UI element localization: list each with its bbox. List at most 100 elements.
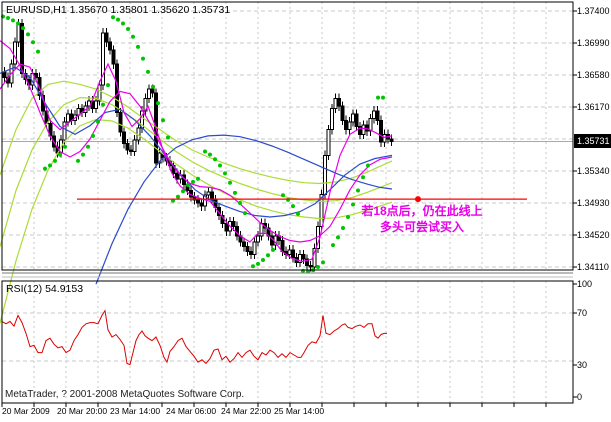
metaquotes-watermark: MetaTrader, ? 2001-2008 MetaQuotes Softw…	[5, 389, 245, 400]
ma-greenyellow-2	[0, 96, 393, 247]
candle-body	[62, 121, 67, 141]
candle-body	[361, 124, 366, 135]
sar-dot	[26, 32, 30, 37]
sar-dot	[346, 215, 350, 220]
sar-dot	[233, 190, 237, 195]
sar-dot	[381, 95, 385, 100]
candle-body	[287, 249, 292, 256]
candle-body	[343, 119, 348, 131]
sar-dot	[223, 171, 227, 176]
sar-dot	[16, 21, 20, 26]
price-axis-label: 1.36170	[577, 102, 610, 112]
trade-note-line1: 若18点后，仍在此线上	[361, 204, 483, 218]
candle-body	[365, 124, 370, 132]
sar-dot	[48, 163, 52, 168]
candle-body	[319, 193, 324, 227]
sar-dot	[36, 49, 40, 54]
rsi-indicator-label: RSI(12) 54.9153	[6, 283, 84, 295]
ma-greenyellow-3	[0, 118, 393, 324]
rsi-axis-label: 0	[577, 392, 583, 402]
sar-dot	[218, 163, 222, 168]
ma-greenyellow-1	[0, 80, 393, 185]
rsi-axis-label: 30	[577, 360, 588, 370]
sar-dot	[96, 119, 100, 124]
candle-body	[382, 133, 387, 143]
sar-dot	[63, 144, 67, 149]
candle-body	[196, 199, 201, 204]
sar-dot	[361, 175, 365, 180]
sar-dot	[131, 34, 135, 39]
candle-body	[322, 154, 327, 195]
candle-body	[326, 129, 331, 156]
candle-body	[389, 138, 394, 142]
sar-dot	[243, 211, 247, 216]
sar-dot	[21, 26, 25, 31]
sar-dot	[366, 163, 370, 168]
candle-body	[16, 22, 21, 43]
time-axis-label: 23 Mar 14:00	[110, 406, 161, 416]
sar-dot	[186, 183, 190, 188]
candle-body	[199, 202, 204, 207]
trade-note-line2: 多头可尝试买入	[379, 220, 464, 234]
price-axis-label: 1.36990	[577, 38, 610, 48]
candle-body	[347, 121, 352, 131]
candle-body	[210, 191, 215, 201]
sar-dot	[58, 152, 62, 157]
time-axis-label: 20 Mar 2009	[2, 406, 50, 416]
candle-body	[118, 111, 123, 133]
time-axis-label: 24 Mar 22:00	[221, 406, 272, 416]
price-axis-label: 1.34520	[577, 230, 610, 240]
price-axis-label: 1.34110	[577, 262, 609, 272]
trendline-marker-dot	[415, 196, 421, 203]
sar-dot	[126, 26, 130, 31]
rsi-panel-border	[1, 280, 574, 404]
trade-note-annotation[interactable]: 若18点后，仍在此线上 多头可尝试买入	[356, 203, 488, 235]
candle-body	[252, 241, 257, 256]
sar-dot	[141, 56, 145, 61]
candle-body	[150, 88, 155, 94]
candle-body	[375, 110, 380, 121]
candle-body	[104, 32, 109, 43]
sar-dot	[151, 84, 155, 89]
sar-dot	[11, 18, 15, 23]
candle-body	[255, 235, 260, 243]
sar-dot	[53, 158, 57, 163]
candle-body	[333, 97, 338, 110]
sar-dot	[156, 101, 160, 106]
sar-dot	[91, 133, 95, 138]
sar-dot	[111, 15, 115, 20]
ma-blue-2	[95, 134, 393, 285]
sar-dot	[136, 44, 140, 49]
candle-body	[115, 63, 120, 113]
price-axis-label: 1.37400	[577, 6, 610, 16]
sar-dot	[166, 135, 170, 140]
candle-body	[146, 88, 151, 99]
rsi-axis-label: 100	[577, 279, 593, 289]
sar-dot	[238, 201, 242, 205]
candle-body	[305, 258, 310, 266]
sar-dot	[43, 166, 47, 171]
candle-body	[108, 41, 113, 51]
chart-title: EURUSD,H1 1.35670 1.35801 1.35620 1.3573…	[6, 4, 231, 16]
sar-dot	[196, 176, 200, 181]
candle-body	[94, 100, 99, 110]
sar-dot	[271, 247, 275, 252]
price-axis-label: 1.36580	[577, 70, 610, 80]
candle-body	[291, 249, 296, 259]
sar-dot	[331, 243, 335, 248]
sar-dot	[116, 17, 120, 22]
candle-body	[372, 110, 377, 120]
candle-body	[241, 241, 246, 248]
sar-dot	[281, 193, 285, 198]
candle-body	[329, 108, 334, 131]
ma-magenta-slow	[0, 40, 393, 243]
sar-dot	[351, 202, 355, 207]
time-axis-label: 24 Mar 06:00	[166, 406, 217, 416]
candle-body	[368, 118, 373, 132]
sar-dot	[176, 194, 180, 199]
candle-body	[379, 119, 384, 143]
sar-dot	[336, 235, 340, 240]
candle-body	[248, 250, 253, 256]
